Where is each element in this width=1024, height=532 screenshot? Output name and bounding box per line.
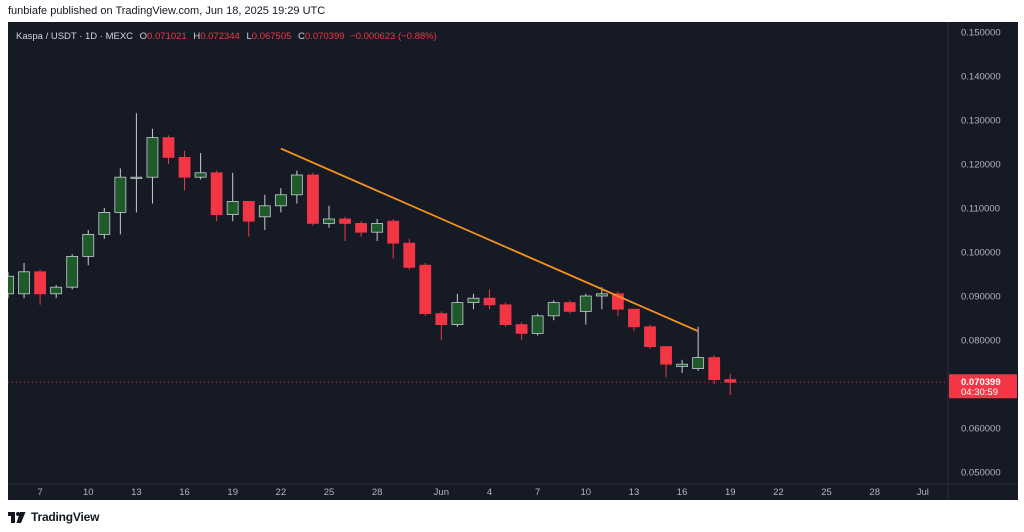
candle-body[interactable] (612, 293, 624, 310)
candle-body[interactable] (403, 242, 416, 268)
candle-body[interactable] (178, 156, 191, 178)
candle-body[interactable] (307, 174, 319, 224)
candle-body[interactable] (451, 302, 464, 326)
candle-body[interactable] (18, 271, 30, 295)
candle-body[interactable] (50, 286, 63, 295)
y-tick-label: 0.110000 (961, 204, 1000, 215)
tradingview-brand: TradingView (31, 510, 100, 524)
candle-body[interactable] (226, 200, 239, 215)
candle-body[interactable] (644, 326, 656, 347)
x-tick-label: 25 (821, 487, 832, 498)
candle-body[interactable] (258, 205, 271, 218)
candle-body[interactable] (130, 176, 143, 179)
low-value: 0.067505 (251, 31, 292, 42)
candle-body[interactable] (595, 293, 608, 297)
y-tick-label: 0.100000 (961, 248, 1001, 259)
candle-body[interactable] (724, 379, 737, 383)
x-tick-label: 28 (372, 487, 383, 498)
close-value: 0.070399 (304, 31, 345, 42)
candle-body[interactable] (194, 172, 207, 178)
candle-body[interactable] (483, 297, 496, 306)
publish-text: funbiafe published on TradingView.com, J… (8, 5, 326, 17)
y-tick-label: 0.090000 (961, 292, 1001, 303)
candle-body[interactable] (66, 255, 79, 288)
candle-body[interactable] (467, 297, 480, 304)
price-tag-value: 0.070399 (961, 377, 1001, 388)
candlestick-chart[interactable]: 0.150000 0.140000 0.130000 0.120000 0.110000… (8, 22, 1018, 500)
x-tick-label: 13 (131, 487, 142, 498)
candle-body[interactable] (435, 313, 448, 326)
candle-body[interactable] (692, 357, 705, 370)
candle-body[interactable] (98, 211, 111, 235)
open-value: 0.071021 (147, 31, 187, 42)
price-tag-background (949, 374, 1017, 399)
x-tick-label: 25 (324, 487, 335, 498)
x-tick-label: 7 (37, 487, 42, 498)
x-tick-label: 16 (179, 487, 190, 498)
candle-body[interactable] (355, 222, 368, 233)
x-tick-label: 19 (227, 487, 238, 498)
x-tick-label: 28 (869, 487, 880, 498)
candle-body[interactable] (499, 304, 512, 325)
y-tick-label: 0.080000 (961, 336, 1001, 347)
candle-body[interactable] (114, 176, 127, 213)
y-tick-label: 0.050000 (961, 468, 1001, 479)
x-tick-label: 10 (83, 487, 94, 498)
x-tick-label: 22 (276, 487, 287, 498)
publish-header: funbiafe published on TradingView.com, J… (0, 0, 1024, 22)
candle-body[interactable] (419, 264, 432, 314)
candle-body[interactable] (290, 174, 303, 196)
high-label: H (193, 31, 201, 42)
close-label: C (298, 31, 305, 42)
candle-body[interactable] (579, 295, 592, 312)
candle-body[interactable] (531, 315, 544, 334)
candle-body[interactable] (162, 137, 175, 158)
candle-body[interactable] (387, 220, 400, 244)
x-tick-label: Jun (434, 487, 449, 498)
x-tick-label: 4 (487, 487, 492, 498)
x-tick-label: 7 (535, 487, 540, 498)
symbol-name: Kaspa / USDT · 1D · MEXC (16, 31, 134, 42)
high-value: 0.072344 (200, 31, 240, 42)
tradingview-logo-icon (8, 511, 26, 523)
y-tick-label: 0.060000 (961, 424, 1001, 435)
candle-body[interactable] (339, 218, 351, 224)
x-tick-label: 13 (629, 487, 640, 498)
y-tick-label: 0.150000 (961, 28, 1001, 39)
footer: TradingView (0, 500, 1024, 532)
candle-body[interactable] (146, 137, 159, 178)
symbol-legend: Kaspa / USDT · 1D · MEXC O0.071021 H0.07… (16, 31, 437, 42)
tradingview-logo[interactable]: TradingView (8, 510, 99, 524)
candle-body[interactable] (563, 302, 576, 312)
x-tick-label: 22 (773, 487, 784, 498)
candle-body[interactable] (242, 200, 255, 222)
change-value: −0.000623 (−0.88%) (350, 31, 437, 42)
x-tick-label: 10 (581, 487, 592, 498)
candle-body[interactable] (676, 363, 688, 367)
candle-body[interactable] (82, 233, 95, 257)
trendline[interactable] (280, 147, 699, 333)
candle-body[interactable] (515, 324, 528, 334)
candle-body[interactable] (628, 308, 640, 328)
open-label: O (139, 31, 148, 42)
low-label: L (246, 31, 252, 42)
candle-body[interactable] (371, 222, 384, 233)
candle-body[interactable] (708, 357, 721, 381)
y-tick-label: 0.120000 (961, 160, 1001, 171)
candle-body[interactable] (210, 172, 223, 216)
candle-body[interactable] (274, 194, 287, 207)
x-tick-label: 16 (677, 487, 688, 498)
y-tick-label: 0.140000 (961, 72, 1001, 83)
candle-body[interactable] (547, 302, 560, 317)
chart-frame[interactable]: 0.150000 0.140000 0.130000 0.120000 0.110000… (8, 22, 1018, 500)
x-tick-label: Jul (917, 487, 929, 498)
candle-body[interactable] (323, 218, 335, 224)
y-tick-label: 0.130000 (961, 116, 1001, 127)
candle-body[interactable] (8, 275, 14, 295)
candle-body[interactable] (34, 271, 47, 295)
price-tag-countdown: 04:30:59 (961, 387, 998, 398)
x-tick-label: 19 (725, 487, 736, 498)
candle-body[interactable] (660, 346, 672, 365)
